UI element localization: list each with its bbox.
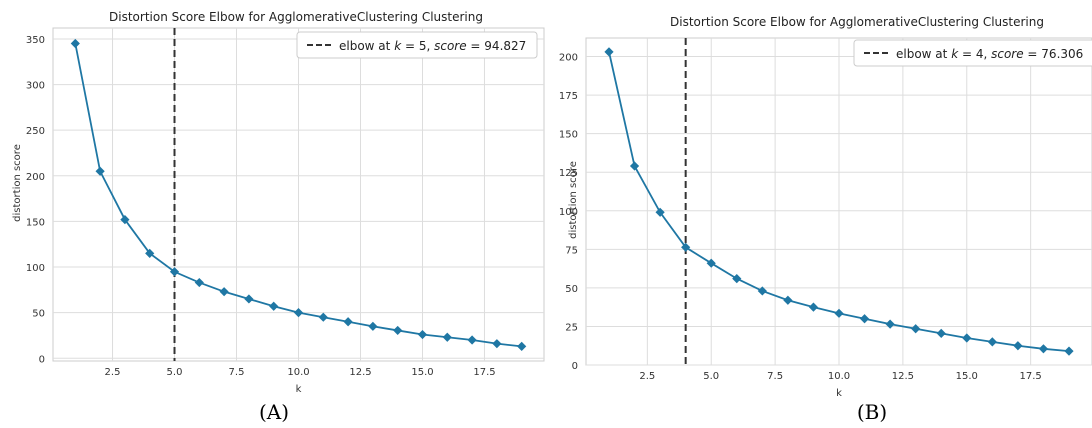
data-point bbox=[859, 314, 870, 324]
y-axis-label: distortion score bbox=[12, 144, 23, 222]
data-point bbox=[70, 38, 80, 49]
y-tick-label: 25 bbox=[565, 322, 578, 333]
y-tick-label: 200 bbox=[559, 53, 578, 64]
y-tick-label: 75 bbox=[565, 245, 578, 256]
data-point bbox=[194, 277, 204, 288]
y-tick-label: 150 bbox=[559, 130, 578, 141]
y-tick-label: 175 bbox=[559, 91, 578, 102]
legend-label: elbow at k = 5, score = 94.827 bbox=[339, 39, 526, 53]
y-tick-label: 200 bbox=[26, 172, 45, 183]
data-point bbox=[244, 294, 254, 304]
x-tick-label: 5.0 bbox=[167, 367, 183, 378]
data-point bbox=[1013, 341, 1023, 351]
x-tick-label: 10.0 bbox=[287, 367, 309, 378]
data-point bbox=[95, 166, 105, 176]
data-point bbox=[911, 324, 921, 334]
y-tick-label: 350 bbox=[26, 35, 45, 46]
y-axis-label: distortion score bbox=[568, 161, 579, 239]
x-tick-label: 15.0 bbox=[411, 367, 433, 378]
legend-box bbox=[296, 31, 538, 59]
data-point bbox=[368, 321, 378, 331]
chart-title: Distortion Score Elbow for Agglomerative… bbox=[109, 10, 483, 24]
y-tick-label: 150 bbox=[26, 217, 45, 228]
x-tick-label: 2.5 bbox=[105, 367, 121, 378]
x-tick-label: 12.5 bbox=[349, 367, 371, 378]
data-point bbox=[269, 301, 279, 311]
data-point bbox=[169, 267, 180, 277]
y-tick-label: 125 bbox=[559, 168, 578, 179]
y-tick-label: 0 bbox=[39, 354, 45, 365]
data-point bbox=[393, 325, 403, 336]
chart-b: 2.5 5.0 7.5 10.0 12.5 15.0 17.5 0 25 50 75 100 125 15… bbox=[559, 15, 1092, 399]
y-tick-label: 300 bbox=[26, 81, 45, 92]
data-point bbox=[343, 317, 353, 327]
y-tick-label: 100 bbox=[559, 207, 578, 218]
y-tick-label: 50 bbox=[32, 309, 45, 320]
data-point bbox=[417, 329, 428, 340]
data-point bbox=[293, 308, 304, 318]
data-point bbox=[492, 339, 502, 349]
x-tick-label: 15.0 bbox=[956, 371, 978, 382]
x-tick-label: 17.5 bbox=[1020, 371, 1042, 382]
x-tick-label: 7.5 bbox=[767, 371, 783, 382]
y-tick-label: 0 bbox=[572, 361, 578, 372]
x-tick-label: 5.0 bbox=[703, 371, 719, 382]
caption-a: (A) bbox=[258, 400, 290, 424]
x-tick-label: 12.5 bbox=[892, 371, 914, 382]
x-tick-label: 10.0 bbox=[828, 371, 850, 382]
data-point bbox=[120, 214, 130, 225]
x-tick-label: 2.5 bbox=[639, 371, 655, 382]
data-point bbox=[1038, 344, 1049, 354]
chart-title: Distortion Score Elbow for Agglomerative… bbox=[670, 15, 1044, 29]
data-point bbox=[834, 308, 844, 318]
data-point bbox=[808, 302, 819, 312]
x-tick-label: 7.5 bbox=[229, 367, 245, 378]
data-point bbox=[517, 341, 527, 352]
data-point bbox=[936, 328, 946, 338]
y-tick-label: 50 bbox=[565, 284, 578, 295]
y-tick-label: 250 bbox=[26, 126, 45, 137]
data-point bbox=[987, 337, 997, 347]
legend-box bbox=[853, 39, 1092, 67]
x-tick-label: 17.5 bbox=[473, 367, 495, 378]
y-tick-label: 100 bbox=[26, 263, 45, 274]
data-point bbox=[885, 319, 895, 329]
x-axis-label: k bbox=[296, 384, 302, 395]
data-point bbox=[604, 47, 614, 57]
data-point bbox=[706, 258, 716, 268]
data-point bbox=[962, 333, 972, 343]
data-point bbox=[219, 287, 229, 297]
data-point bbox=[145, 248, 155, 258]
data-point bbox=[442, 332, 452, 342]
data-point bbox=[467, 335, 477, 345]
x-axis-label: k bbox=[836, 388, 842, 399]
caption-b: (B) bbox=[856, 400, 888, 424]
chart-a: 2.5 5.0 7.5 10.0 12.5 15.0 17.5 0 50 100 150 200 250… bbox=[12, 10, 545, 395]
legend-label: elbow at k = 4, score = 76.306 bbox=[896, 47, 1083, 61]
data-point bbox=[318, 312, 328, 322]
